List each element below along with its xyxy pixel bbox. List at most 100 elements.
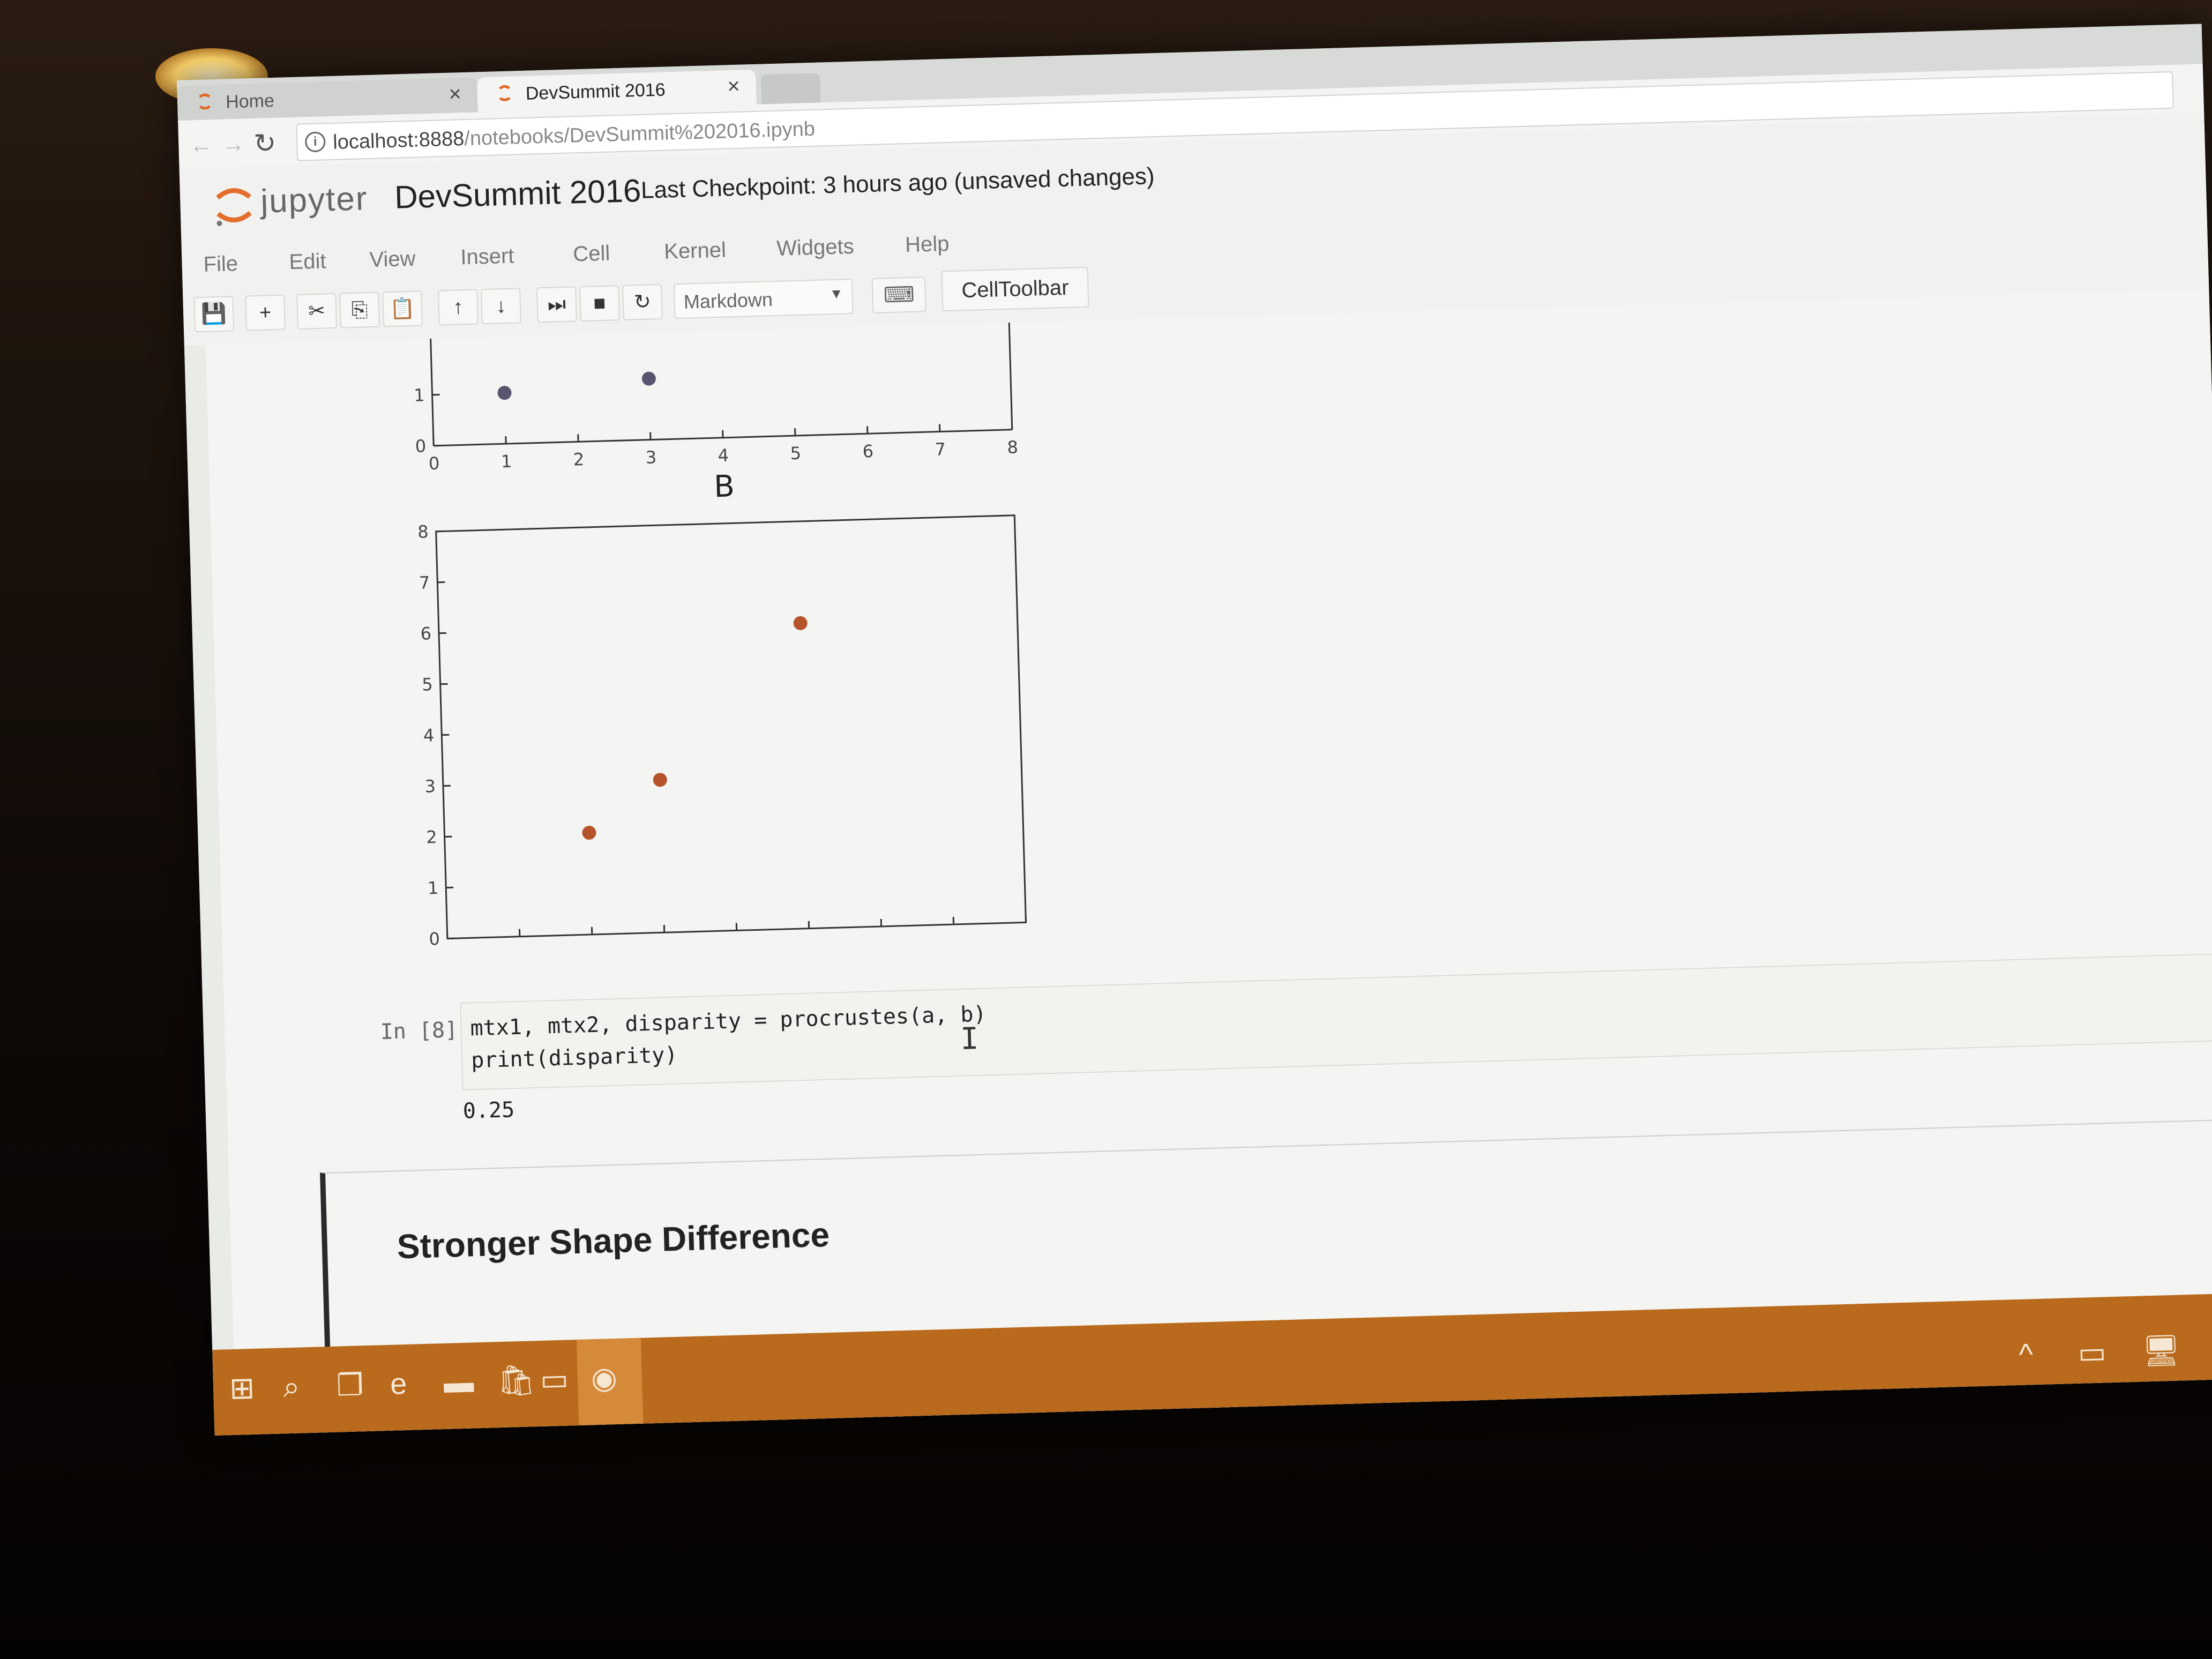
menu-file[interactable]: File [203, 251, 238, 276]
x-tick-label: 0 [428, 453, 439, 474]
forward-arrow-icon[interactable]: → [221, 130, 246, 158]
x-tick-label: 2 [587, 942, 598, 956]
new-tab-button[interactable] [761, 73, 821, 104]
menu-insert[interactable]: Insert [460, 244, 515, 270]
y-tick-label: 0 [429, 929, 440, 950]
battery-icon[interactable]: ▭ [2077, 1335, 2107, 1370]
points-b [582, 616, 808, 840]
code-line: print(disparity) [470, 1042, 678, 1073]
y-ticks-a: 01 [414, 385, 442, 457]
cell-output: 0.25 [462, 1097, 515, 1124]
add-cell-icon[interactable]: + [245, 294, 286, 331]
data-point [582, 826, 596, 840]
network-icon[interactable]: 🖥 [2141, 1333, 2181, 1368]
move-up-icon[interactable]: ↑ [438, 289, 479, 326]
menu-help[interactable]: Help [905, 231, 950, 257]
tab-label: Home [225, 90, 275, 113]
jupyter-favicon-icon [496, 85, 513, 102]
cell-type-value: Markdown [683, 288, 773, 313]
paste-icon[interactable]: 📋 [382, 290, 423, 327]
cell-toolbar-button[interactable]: CellToolbar [941, 266, 1089, 312]
notebook-title[interactable]: DevSummit 2016 [394, 172, 642, 215]
points-a [497, 371, 656, 400]
windows-start-icon[interactable]: ⊞ [229, 1370, 255, 1406]
x-ticks-a: 0 1 2 3 4 5 6 7 8 [428, 422, 1018, 474]
x-tick-label: 8 [1021, 930, 1032, 951]
menu-widgets[interactable]: Widgets [776, 234, 855, 260]
data-point [793, 616, 808, 630]
move-down-icon[interactable]: ↓ [481, 288, 521, 325]
info-icon[interactable]: i [304, 131, 326, 153]
y-tick-label: 6 [420, 623, 431, 644]
chrome-icon[interactable]: ◉ [591, 1361, 618, 1395]
y-tick-label: 8 [417, 521, 429, 542]
x-tick-label: 3 [659, 940, 670, 955]
x-tick-label: 2 [573, 449, 584, 470]
jupyter-favicon-icon [196, 93, 213, 110]
chart-title: B [713, 469, 735, 504]
copy-icon[interactable]: ⎘ [339, 292, 380, 328]
y-tick-label: 2 [426, 827, 437, 848]
code-cell[interactable]: mtx1, mtx2, disparity = procrustes(a, b)… [460, 953, 2212, 1090]
x-tick-label: 1 [500, 451, 512, 472]
search-icon[interactable]: ⌕ [282, 1369, 301, 1404]
y-tick-label: 7 [419, 572, 430, 593]
x-tick-label: 5 [804, 936, 815, 955]
tab-label: DevSummit 2016 [525, 79, 666, 104]
y-tick-label: 3 [424, 776, 436, 797]
x-ticks-b: 0 1 2 3 4 5 6 7 8 [442, 915, 1032, 955]
chevron-down-icon: ▼ [829, 285, 844, 302]
input-prompt: In [8]: [380, 1017, 471, 1045]
x-tick-label: 6 [862, 441, 873, 462]
x-tick-label: 0 [442, 946, 453, 955]
data-point [641, 371, 656, 386]
axes-a [430, 322, 1013, 447]
store-icon[interactable]: 🛍 [497, 1363, 536, 1398]
x-tick-label: 3 [645, 447, 656, 468]
data-point [653, 773, 667, 787]
plot-frame [435, 514, 1027, 940]
chevron-up-icon[interactable]: ^ [2018, 1337, 2034, 1371]
text-cursor-icon: I [960, 1021, 980, 1057]
restart-icon[interactable]: ↻ [622, 283, 663, 320]
keyboard-icon[interactable]: ⌨ [871, 276, 926, 313]
menu-edit[interactable]: Edit [288, 249, 327, 274]
menu-view[interactable]: View [369, 246, 416, 272]
x-tick-label: 4 [731, 938, 743, 955]
code-line: mtx1, mtx2, disparity = procrustes(a, b) [469, 1002, 987, 1041]
x-tick-label: 7 [935, 439, 946, 460]
jupyter-logo-icon [216, 188, 252, 226]
y-tick-label: 1 [414, 385, 425, 406]
cut-icon[interactable]: ✂ [296, 293, 338, 330]
menu-kernel[interactable]: Kernel [663, 238, 727, 264]
terminal-icon[interactable]: ▭ [540, 1362, 569, 1397]
close-tab-icon[interactable]: × [448, 82, 462, 106]
menu-cell[interactable]: Cell [572, 241, 610, 266]
stop-icon[interactable]: ■ [579, 285, 620, 322]
jupyter-header: jupyter DevSummit 2016 Last Checkpoint: … [179, 112, 2209, 346]
x-tick-label: 4 [718, 445, 729, 466]
y-tick-label: 0 [415, 436, 426, 457]
scatter-chart-b: B 0 1 2 3 4 5 6 7 8 0 1 2 3 4 5 6 7 8 [417, 469, 1032, 955]
run-icon[interactable]: ⏭ [536, 286, 577, 323]
file-explorer-icon[interactable]: ▬ [443, 1364, 474, 1400]
y-tick-label: 1 [427, 878, 438, 899]
data-point [497, 386, 512, 400]
y-tick-label: 5 [422, 674, 433, 695]
task-view-icon[interactable]: ❐ [336, 1367, 364, 1402]
url-text: localhost:8888/notebooks/DevSummit%20201… [333, 118, 816, 154]
reload-icon[interactable]: ↻ [253, 128, 277, 159]
x-tick-label: 1 [514, 944, 526, 955]
y-tick-label: 4 [423, 725, 434, 746]
jupyter-logo-text: jupyter [260, 180, 369, 220]
close-tab-icon[interactable]: × [727, 74, 741, 99]
checkpoint-status: Last Checkpoint: 3 hours ago (unsaved ch… [640, 163, 1155, 204]
y-ticks-b: 0 1 2 3 4 5 6 7 8 [417, 521, 455, 949]
save-icon[interactable]: 💾 [193, 296, 235, 333]
x-tick-label: 6 [876, 934, 887, 955]
edge-icon[interactable]: e [390, 1366, 408, 1401]
cell-type-select[interactable]: Markdown ▼ [673, 278, 854, 319]
back-arrow-icon[interactable]: ← [189, 131, 214, 159]
